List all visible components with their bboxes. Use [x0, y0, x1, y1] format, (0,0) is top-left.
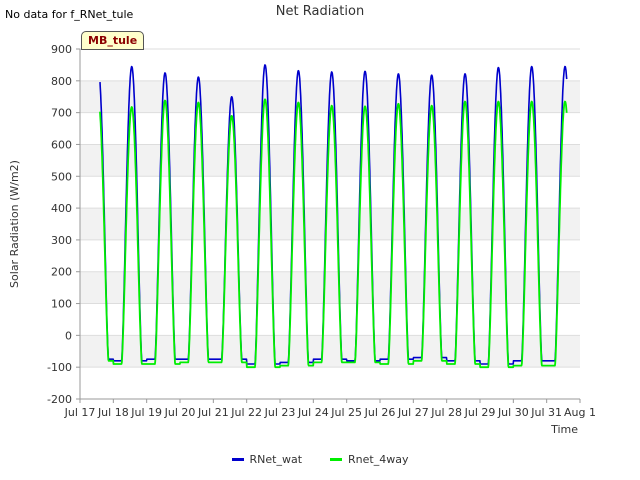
x-tick-label: Jul 27: [397, 406, 429, 419]
y-tick-label: 500: [51, 170, 72, 183]
legend-item-rnet-wat[interactable]: RNet_wat: [231, 453, 303, 466]
plot-band: [80, 239, 580, 272]
legend-label-rnet-4way: Rnet_4way: [348, 453, 409, 466]
x-tick-label: Jul 20: [164, 406, 196, 419]
legend-label-rnet-wat: RNet_wat: [249, 453, 303, 466]
x-tick-label: Jul 21: [197, 406, 229, 419]
y-tick-label: 700: [51, 107, 72, 120]
y-axis-label: Solar Radiation (W/m2): [8, 160, 21, 288]
x-tick-label: Jul 22: [230, 406, 262, 419]
x-tick-label: Jul 23: [264, 406, 296, 419]
y-tick-label: 200: [51, 266, 72, 279]
y-tick-label: 100: [51, 298, 72, 311]
y-tick-label: 800: [51, 75, 72, 88]
legend-item-rnet-4way[interactable]: Rnet_4way: [330, 453, 408, 466]
x-tick-label: Jul 24: [297, 406, 329, 419]
x-tick-label: Jul 31: [530, 406, 562, 419]
legend: RNet_wat Rnet_4way: [0, 453, 640, 466]
y-tick-label: 600: [51, 138, 72, 151]
legend-swatch-rnet-4way: [330, 458, 343, 461]
x-axis-label: Time: [550, 423, 578, 436]
x-tick-label: Jul 29: [464, 406, 496, 419]
plot-band: [80, 208, 580, 240]
plot-band: [80, 367, 580, 399]
y-tick-label: -100: [47, 361, 72, 374]
x-tick-label: Jul 19: [130, 406, 162, 419]
y-tick-label: 0: [65, 329, 72, 342]
x-tick-label: Jul 30: [497, 406, 529, 419]
x-tick-label: Aug 1: [564, 406, 596, 419]
series-line-rnet-4way: [99, 98, 568, 369]
x-tick-label: Jul 25: [330, 406, 362, 419]
y-tick-label: 900: [51, 43, 72, 56]
plot-band: [80, 271, 580, 304]
x-tick-label: Jul 28: [430, 406, 462, 419]
site-badge: MB_tule: [81, 31, 145, 50]
y-tick-label: 400: [51, 202, 72, 215]
plot-band: [80, 49, 580, 81]
x-tick-label: Jul 26: [364, 406, 396, 419]
plot-band: [80, 144, 580, 177]
x-tick-label: Jul 17: [64, 406, 96, 419]
plot-band: [80, 303, 580, 336]
legend-swatch-rnet-wat: [231, 458, 244, 461]
no-data-message: No data for f_RNet_tule: [5, 8, 134, 21]
chart-title: Net Radiation: [275, 4, 365, 19]
plot-band: [80, 176, 580, 209]
y-tick-label: 300: [51, 234, 72, 247]
y-tick-label: -200: [47, 393, 72, 406]
plot-band: [80, 335, 580, 368]
x-tick-label: Jul 18: [97, 406, 129, 419]
